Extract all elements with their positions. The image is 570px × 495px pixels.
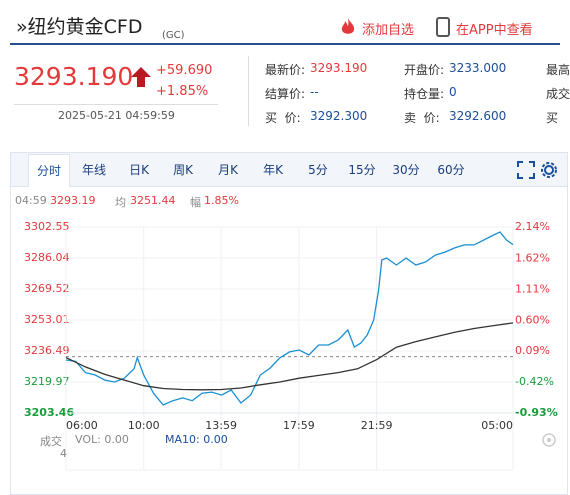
tab[interactable]: 周K	[173, 163, 193, 177]
stat-label: 开盘价:	[404, 63, 445, 77]
y-tick-label: 3219.97	[24, 375, 70, 388]
stat-label: 结算价:	[265, 87, 306, 101]
y-tick-label: 3236.49	[24, 344, 70, 357]
stat-value: 0	[449, 85, 457, 99]
y2-tick-label: 2.14%	[515, 220, 550, 233]
y-tick-label: 3269.52	[24, 282, 70, 295]
stat-label: 最新价:	[265, 63, 306, 77]
quote-time: 2025-05-21 04:59:59	[58, 109, 175, 122]
stat-label: 持仓量:	[404, 87, 445, 101]
stat-label: 买	[546, 111, 559, 125]
stat-value: 3293.190	[310, 61, 368, 75]
price: 3293.190	[14, 62, 134, 91]
stat-value: 3292.300	[310, 109, 368, 123]
phone-icon	[436, 17, 450, 37]
y2-tick-label: -0.93%	[515, 406, 558, 419]
header-rule	[10, 43, 560, 45]
stat-label: 买 价:	[265, 111, 301, 125]
price-line	[65, 231, 514, 406]
stat-label: 卖 价:	[404, 111, 440, 125]
y2-tick-label: 0.09%	[515, 344, 550, 357]
x-tick-label: 17:59	[283, 419, 315, 432]
divider	[14, 104, 218, 105]
open-app[interactable]: 在APP中查看	[456, 23, 533, 38]
zoom-icon	[542, 433, 556, 447]
tab[interactable]: 分时	[28, 154, 70, 187]
y2-tick-label: -0.42%	[515, 375, 554, 388]
change: +59.690	[156, 63, 213, 78]
tool-icons	[517, 161, 557, 179]
title: »纽约黄金CFD	[16, 16, 143, 38]
y2-tick-label: 0.60%	[515, 313, 550, 326]
volume-ma: MA10: 0.00	[165, 433, 228, 446]
info-amp: 1.85%	[204, 194, 239, 207]
info-avg-label: 均	[115, 196, 126, 209]
code: (GC)	[162, 30, 185, 41]
y-tick-label: 3286.04	[24, 251, 70, 264]
y2-tick-label: 1.11%	[515, 282, 550, 295]
info-avg: 3251.44	[130, 194, 176, 207]
tab-bar	[11, 153, 567, 187]
volume-unit: 4	[60, 447, 67, 460]
y-tick-label: 3203.46	[24, 406, 74, 419]
volume-vol: VOL: 0.00	[75, 433, 129, 446]
volume-label: 成交	[40, 435, 62, 448]
stat-value: 3292.600	[449, 109, 507, 123]
x-tick-label: 13:59	[205, 419, 237, 432]
x-tick-label: 06:00	[66, 419, 98, 432]
x-tick-label: 05:00	[481, 419, 513, 432]
tab[interactable]: 5分	[308, 163, 328, 177]
y-tick-label: 3302.55	[24, 220, 70, 233]
info-amp-label: 幅	[190, 196, 201, 209]
info-price: 3293.19	[50, 194, 96, 207]
stat-value: 3233.000	[449, 61, 507, 75]
tab[interactable]: 15分	[348, 163, 376, 177]
tab[interactable]: 60分	[437, 163, 465, 177]
divider	[248, 56, 249, 126]
tab[interactable]: 月K	[218, 163, 238, 177]
y-tick-label: 3253.01	[24, 313, 70, 326]
tab[interactable]: 年线	[81, 163, 106, 177]
stat-value: --	[310, 85, 319, 99]
tab[interactable]: 30分	[392, 163, 420, 177]
stat-label: 最高	[546, 63, 570, 77]
price-line	[65, 322, 514, 391]
tab[interactable]: 年K	[263, 163, 283, 177]
tab[interactable]: 日K	[129, 163, 149, 177]
fire-icon	[341, 18, 355, 34]
add-watchlist[interactable]: 添加自选	[362, 23, 415, 38]
up-arrow	[131, 67, 151, 87]
change-pct: +1.85%	[156, 84, 209, 99]
y2-tick-label: 1.62%	[515, 252, 550, 265]
x-tick-label: 21:59	[361, 419, 393, 432]
stat-label: 成交	[546, 87, 570, 101]
x-tick-label: 10:00	[128, 419, 160, 432]
info-time: 04:59	[15, 194, 47, 207]
